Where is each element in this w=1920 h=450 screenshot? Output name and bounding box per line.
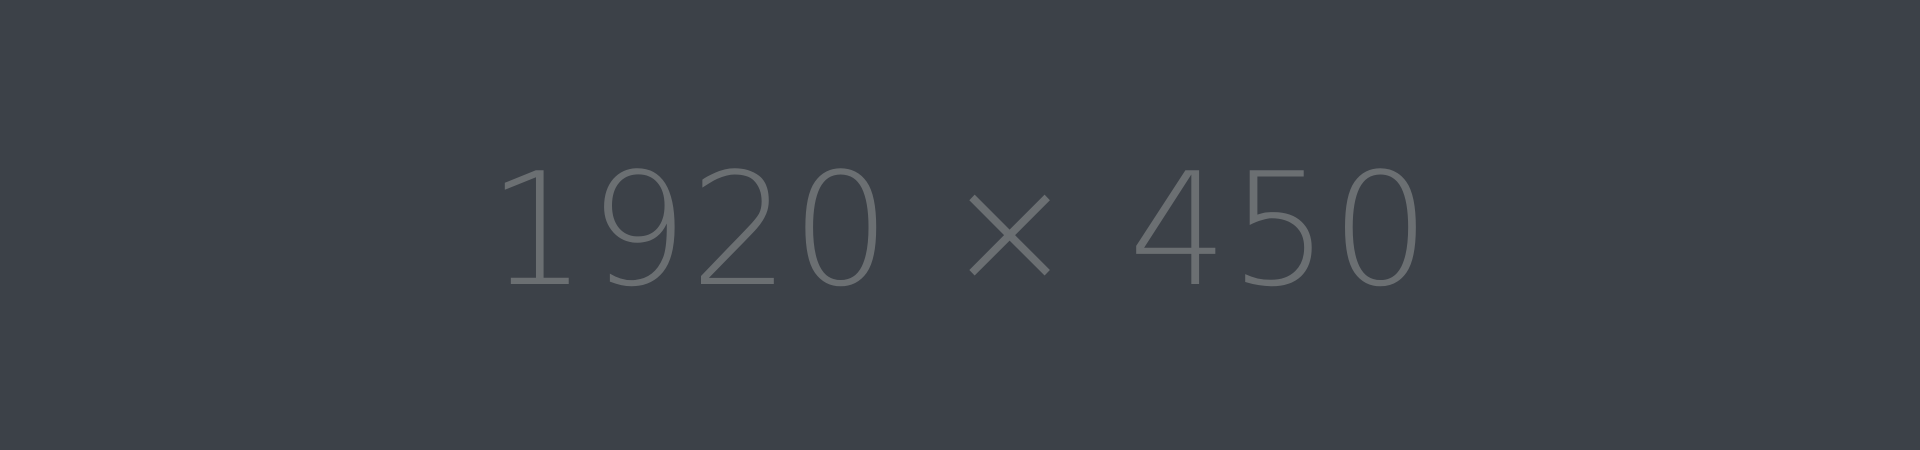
placeholder-dimensions-label: 1920 × 450 bbox=[487, 139, 1433, 321]
